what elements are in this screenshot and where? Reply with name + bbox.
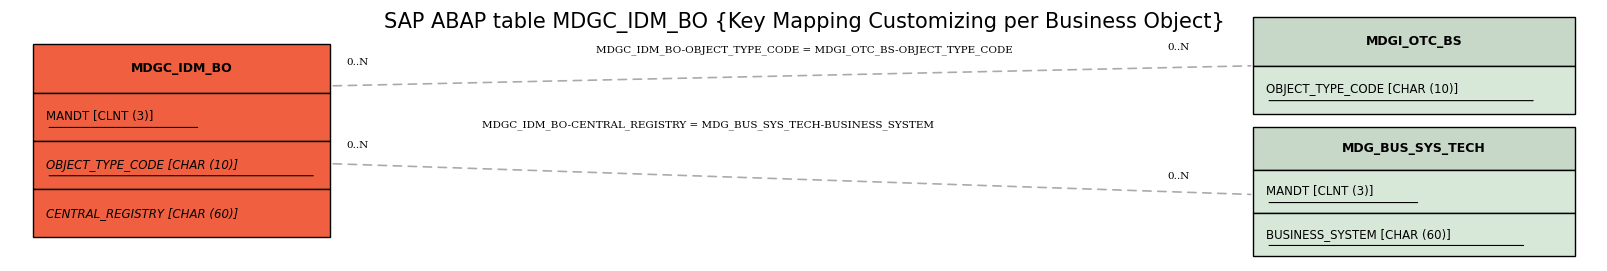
FancyBboxPatch shape: [34, 141, 331, 189]
Text: OBJECT_TYPE_CODE [CHAR (10)]: OBJECT_TYPE_CODE [CHAR (10)]: [1266, 83, 1458, 96]
FancyBboxPatch shape: [1253, 66, 1573, 114]
FancyBboxPatch shape: [34, 93, 331, 141]
Text: MANDT [CLNT (3)]: MANDT [CLNT (3)]: [47, 110, 154, 123]
Text: MDGC_IDM_BO: MDGC_IDM_BO: [132, 62, 233, 75]
Text: 0..N: 0..N: [1167, 43, 1189, 52]
Text: MDG_BUS_SYS_TECH: MDG_BUS_SYS_TECH: [1342, 143, 1485, 155]
Text: CENTRAL_REGISTRY [CHAR (60)]: CENTRAL_REGISTRY [CHAR (60)]: [47, 207, 238, 220]
Text: 0..N: 0..N: [346, 58, 368, 67]
Text: 0..N: 0..N: [346, 141, 368, 150]
FancyBboxPatch shape: [34, 44, 331, 93]
Text: MDGI_OTC_BS: MDGI_OTC_BS: [1364, 35, 1461, 48]
FancyBboxPatch shape: [34, 189, 331, 237]
Text: MDGC_IDM_BO-OBJECT_TYPE_CODE = MDGI_OTC_BS-OBJECT_TYPE_CODE: MDGC_IDM_BO-OBJECT_TYPE_CODE = MDGI_OTC_…: [595, 45, 1012, 54]
Text: SAP ABAP table MDGC_IDM_BO {Key Mapping Customizing per Business Object}: SAP ABAP table MDGC_IDM_BO {Key Mapping …: [384, 12, 1223, 33]
Text: MDGC_IDM_BO-CENTRAL_REGISTRY = MDG_BUS_SYS_TECH-BUSINESS_SYSTEM: MDGC_IDM_BO-CENTRAL_REGISTRY = MDG_BUS_S…: [482, 120, 934, 130]
FancyBboxPatch shape: [1253, 18, 1573, 66]
Text: 0..N: 0..N: [1167, 172, 1189, 181]
Text: OBJECT_TYPE_CODE [CHAR (10)]: OBJECT_TYPE_CODE [CHAR (10)]: [47, 159, 238, 172]
FancyBboxPatch shape: [1253, 213, 1573, 256]
FancyBboxPatch shape: [1253, 127, 1573, 170]
Text: MANDT [CLNT (3)]: MANDT [CLNT (3)]: [1266, 185, 1372, 198]
FancyBboxPatch shape: [1253, 170, 1573, 213]
Text: BUSINESS_SYSTEM [CHAR (60)]: BUSINESS_SYSTEM [CHAR (60)]: [1266, 228, 1450, 241]
